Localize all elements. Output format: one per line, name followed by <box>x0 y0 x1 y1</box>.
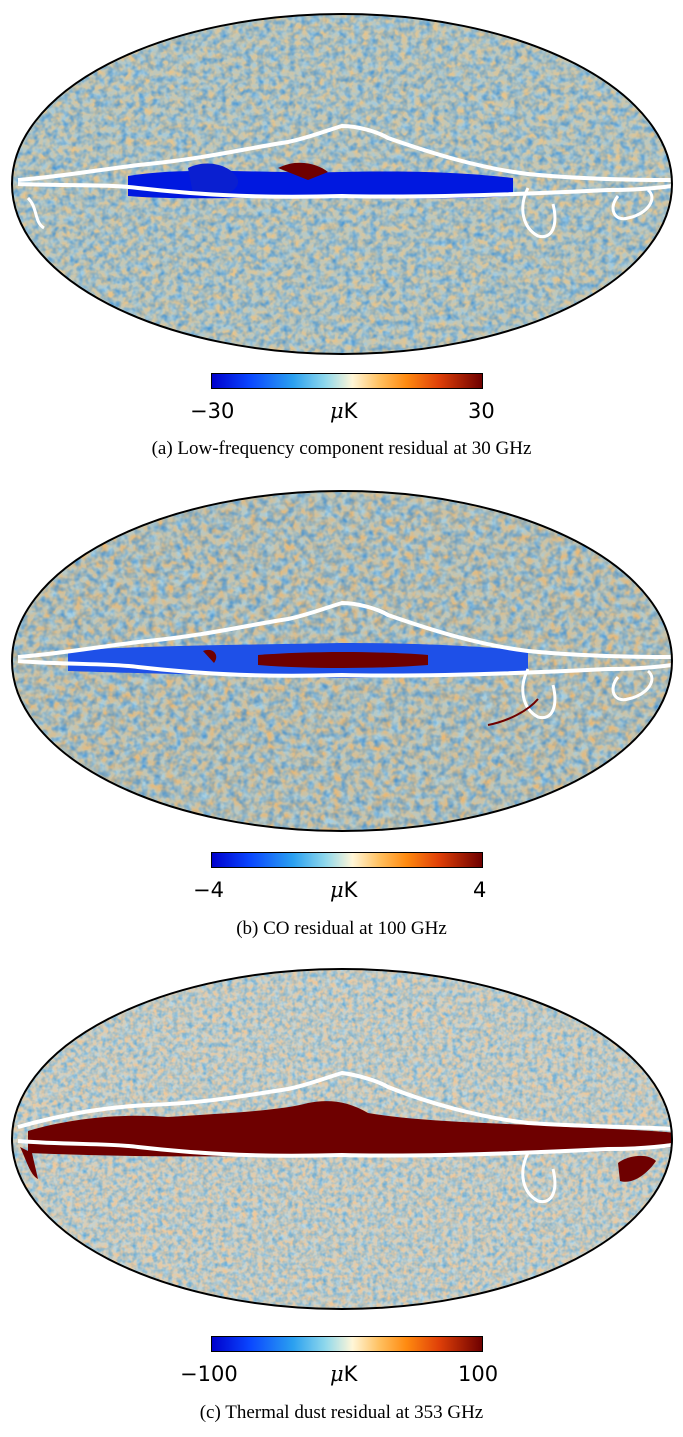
sky-map-c <box>8 963 676 1315</box>
colorbar-a <box>211 373 483 389</box>
mollweide-map-b <box>11 490 673 832</box>
mollweide-map-c <box>11 968 673 1310</box>
colorbar-c-min-label: −100 <box>180 1362 238 1386</box>
mask-contour-c <box>17 1139 672 1158</box>
caption-c: (c) Thermal dust residual at 353 GHz <box>199 1402 484 1423</box>
sky-map-a <box>8 8 676 360</box>
caption-b: (b) CO residual at 100 GHz <box>236 918 447 939</box>
mask-contour-a <box>17 182 672 199</box>
colorbar-b-min-label: −4 <box>193 878 224 902</box>
unit-suffix-c: K <box>343 1362 358 1386</box>
colorbar-b-unit: μK <box>330 878 357 902</box>
galactic-plane-band-c <box>28 1101 672 1157</box>
unit-prefix-b: μ <box>330 878 344 902</box>
unit-prefix-a: μ <box>330 399 344 423</box>
caption-a: (a) Low-frequency component residual at … <box>151 438 532 459</box>
unit-prefix-c: μ <box>330 1362 344 1386</box>
colorbar-c <box>211 1336 483 1352</box>
colorbar-a-min-label: −30 <box>190 399 235 423</box>
colorbar-b <box>211 852 483 868</box>
mollweide-map-a <box>11 13 673 355</box>
colorbar-c-max-label: 100 <box>458 1362 499 1386</box>
sky-map-b <box>8 485 676 837</box>
colorbar-c-unit: μK <box>330 1362 357 1386</box>
colorbar-a-unit: μK <box>330 399 357 423</box>
colorbar-a-max-label: 30 <box>468 399 495 423</box>
unit-suffix-a: K <box>343 399 358 423</box>
mask-contour-b <box>17 659 672 678</box>
colorbar-b-max-label: 4 <box>473 878 487 902</box>
unit-suffix-b: K <box>343 878 358 902</box>
